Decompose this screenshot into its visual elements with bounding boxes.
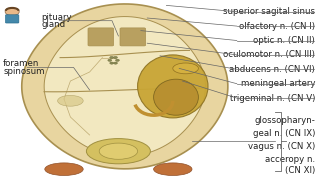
Text: trigeminal n. (CN V): trigeminal n. (CN V) xyxy=(230,94,315,103)
Text: olfactory n. (CN I): olfactory n. (CN I) xyxy=(239,22,315,31)
Circle shape xyxy=(114,62,117,64)
Text: foramen: foramen xyxy=(3,59,40,68)
FancyBboxPatch shape xyxy=(5,15,19,23)
Circle shape xyxy=(110,62,114,64)
Text: abducens n. (CN VI): abducens n. (CN VI) xyxy=(229,65,315,74)
Text: spinosum: spinosum xyxy=(3,67,45,76)
Circle shape xyxy=(5,8,19,16)
Text: meningeal artery: meningeal artery xyxy=(241,79,315,88)
Text: acceropy n.: acceropy n. xyxy=(265,155,315,164)
Ellipse shape xyxy=(154,163,192,176)
Text: geal n. (CN IX): geal n. (CN IX) xyxy=(253,129,315,138)
Circle shape xyxy=(116,59,119,61)
PathPatch shape xyxy=(44,17,205,156)
Text: pituary: pituary xyxy=(42,13,72,22)
Ellipse shape xyxy=(154,79,198,115)
Text: optic n. (CN II): optic n. (CN II) xyxy=(253,36,315,45)
Circle shape xyxy=(114,56,117,59)
FancyBboxPatch shape xyxy=(120,28,146,46)
Text: (CN XI): (CN XI) xyxy=(285,166,315,175)
Circle shape xyxy=(108,59,112,61)
Ellipse shape xyxy=(99,143,138,159)
Ellipse shape xyxy=(45,163,83,176)
Circle shape xyxy=(110,56,114,59)
Text: oculomotor n. (CN III): oculomotor n. (CN III) xyxy=(223,50,315,59)
PathPatch shape xyxy=(22,4,228,169)
Ellipse shape xyxy=(58,95,83,106)
Text: glossopharyn-: glossopharyn- xyxy=(254,116,315,125)
Text: superior sagital sinus: superior sagital sinus xyxy=(223,7,315,16)
FancyBboxPatch shape xyxy=(88,28,114,46)
Text: vagus n. (CN X): vagus n. (CN X) xyxy=(248,142,315,151)
Text: gland: gland xyxy=(42,20,66,29)
Ellipse shape xyxy=(138,55,208,118)
Ellipse shape xyxy=(173,63,198,74)
Ellipse shape xyxy=(86,139,150,164)
